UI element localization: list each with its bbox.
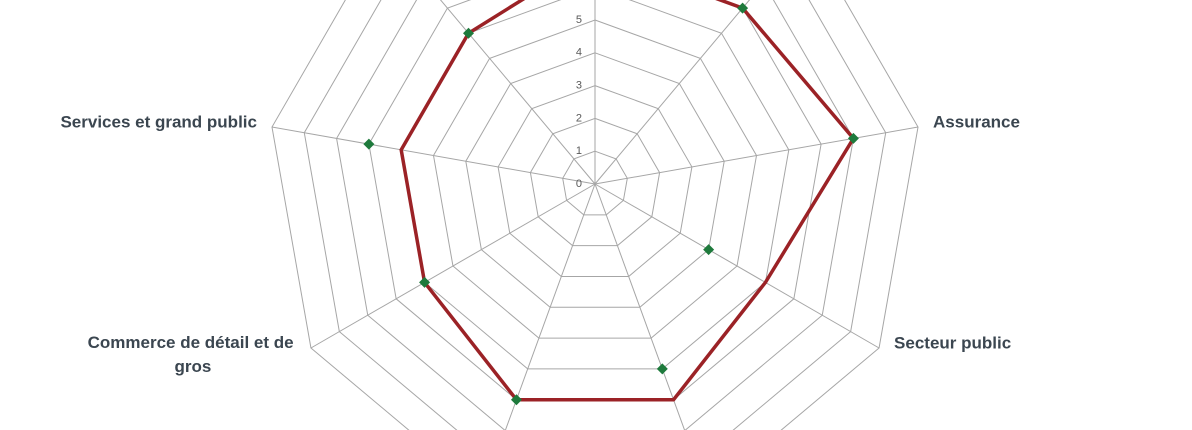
spoke [310, 183, 596, 349]
tick-label: 2 [576, 112, 582, 124]
spoke [594, 183, 686, 430]
series-marker [363, 138, 375, 150]
spoke [594, 0, 751, 185]
grid-ring [271, 0, 919, 430]
series-marker [737, 2, 749, 14]
series-marker [656, 363, 668, 375]
grid-ring [303, 0, 887, 430]
series-marker [703, 244, 715, 256]
grid-ring [336, 0, 854, 430]
label-line: Commerce de détail et de [88, 333, 299, 352]
category-label: Assurance [933, 113, 1020, 132]
tick-label: 3 [576, 80, 582, 92]
grid-ring [562, 150, 628, 216]
series-marker [510, 394, 522, 406]
category-label: Commerce de détail et de gros [88, 333, 299, 376]
spoke [504, 183, 596, 430]
series-line [399, 0, 856, 402]
tick-label: 0 [576, 178, 582, 190]
tick-label: 5 [576, 14, 582, 26]
category-label: Secteur public [894, 333, 1011, 352]
series-marker [419, 276, 431, 288]
spoke [439, 0, 596, 185]
label-line: gros [175, 357, 212, 376]
grid-ring [497, 85, 693, 277]
spoke [594, 126, 919, 185]
spoke [594, 183, 880, 349]
tick-label: 1 [576, 145, 582, 157]
grid-ring [465, 52, 725, 308]
category-label: Services et grand public [60, 113, 257, 132]
grid-ring [529, 117, 661, 247]
series-marker [847, 132, 859, 144]
spoke [271, 126, 596, 185]
series-marker [462, 27, 474, 39]
grid-ring [432, 19, 758, 339]
tick-label: 4 [576, 47, 582, 59]
